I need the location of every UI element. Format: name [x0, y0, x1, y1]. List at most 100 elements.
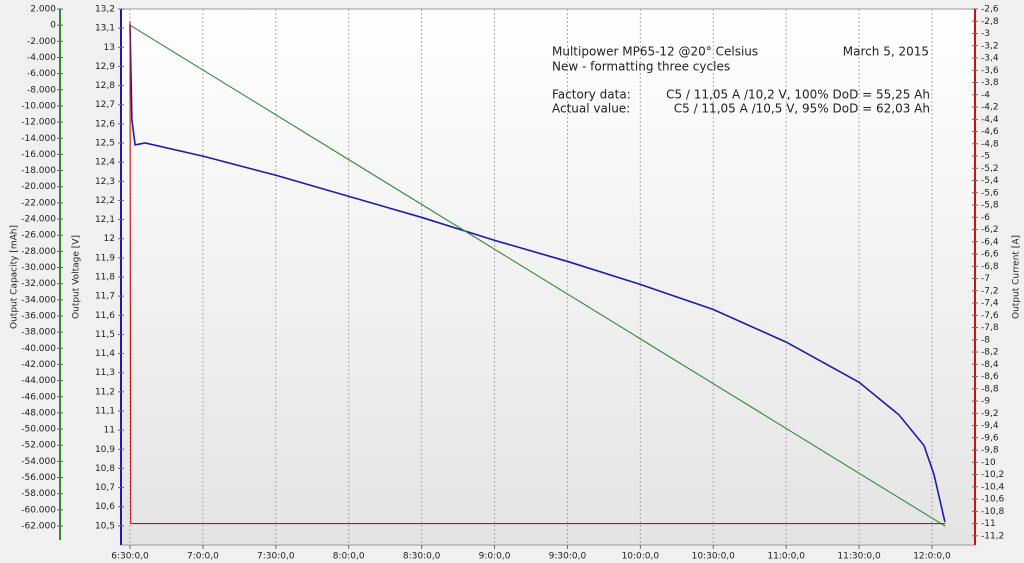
y2-tick-label: -10,8: [981, 507, 1005, 517]
y3-tick-label: -28.000: [21, 247, 56, 257]
y2-tick-label: -9,4: [981, 421, 999, 431]
y2-tick-label: -9,6: [981, 433, 999, 443]
y2-tick-label: -5,8: [981, 201, 999, 211]
annotation: C5 / 11,05 A /10,2 V, 100% DoD = 55,25 A…: [666, 88, 930, 102]
y-tick-label: 11,5: [95, 330, 115, 340]
y3-tick-label: -36.000: [21, 311, 56, 321]
y3-tick-label: -38.000: [21, 328, 56, 338]
y2-tick-label: -3,6: [981, 66, 999, 76]
y2-tick-label: -9,8: [981, 446, 999, 456]
y3-tick-label: -22.000: [21, 198, 56, 208]
y-tick-label: 12,8: [95, 81, 115, 91]
y2-tick-label: -5: [981, 152, 990, 162]
y-tick-label: 12,9: [95, 62, 115, 72]
series-line: [129, 21, 946, 525]
y3-tick-label: -2.000: [27, 37, 56, 47]
y2-tick-label: -3,4: [981, 54, 999, 64]
y2-tick-label: -6,8: [981, 262, 999, 272]
y2-tick-label: -4,4: [981, 115, 999, 125]
y2-tick-label: -2,6: [981, 5, 999, 15]
y3-tick-label: 2.000: [30, 5, 56, 15]
y2-tick-label: -6: [981, 213, 990, 223]
y-tick-label: 12,3: [95, 177, 115, 187]
y3-tick-label: 0: [50, 21, 56, 31]
y-tick-label: 12: [104, 234, 115, 244]
y-tick-label: 10,8: [95, 464, 115, 474]
y2-tick-label: -3,8: [981, 78, 999, 88]
y2-tick-label: -8,2: [981, 348, 999, 358]
y2-tick-label: -6,2: [981, 225, 999, 235]
plot-area: [120, 8, 976, 546]
y-tick-label: 11,3: [95, 368, 115, 378]
y-tick-label: 13: [104, 43, 115, 53]
x-tick-label: 6:30:0,0: [111, 552, 149, 562]
y3-tick-label: -60.000: [21, 505, 56, 515]
y2-tick-label: -6,4: [981, 237, 999, 247]
y3-tick-label: -42.000: [21, 360, 56, 370]
y2-tick-label: -4,8: [981, 139, 999, 149]
y-axis-title: Output Voltage [V]: [72, 235, 82, 319]
y2-tick-label: -10,2: [981, 470, 1004, 480]
y2-tick-label: -10: [981, 458, 996, 468]
y2-axis-title: Output Current [A]: [1012, 235, 1022, 319]
x-tick-label: 9:0:0,0: [479, 552, 511, 562]
y3-tick-label: -14.000: [21, 134, 56, 144]
y3-tick-label: -4.000: [27, 53, 56, 63]
x-tick-label: 11:30:0,0: [837, 552, 881, 562]
y2-tick-label: -10,6: [981, 495, 1005, 505]
y3-axis-title: Output Capacity [mAh]: [10, 225, 20, 329]
annotation: Multipower MP65-12 @20° Celsius: [552, 45, 758, 59]
y2-tick-label: -7,2: [981, 286, 999, 296]
y3-tick-label: -16.000: [21, 150, 56, 160]
x-tick-label: 11:0:0,0: [767, 552, 805, 562]
y3-tick-label: -56.000: [21, 473, 56, 483]
annotation: New - formatting three cycles: [552, 60, 730, 74]
y3-tick-label: -6.000: [27, 69, 56, 79]
y3-tick-label: -24.000: [21, 215, 56, 225]
x-tick-label: 7:0:0,0: [187, 552, 219, 562]
y-tick-label: 11: [104, 426, 115, 436]
y3-tick-label: -62.000: [21, 522, 56, 532]
y3-tick-label: -48.000: [21, 408, 56, 418]
y3-tick-label: -44.000: [21, 376, 56, 386]
y3-tick-label: -30.000: [21, 263, 56, 273]
y2-tick-label: -5,6: [981, 188, 999, 198]
y3-tick-label: -18.000: [21, 166, 56, 176]
y2-tick-label: -4,2: [981, 103, 999, 113]
y2-tick-label: -11,2: [981, 531, 1004, 541]
y2-tick-label: -8,8: [981, 384, 999, 394]
y2-tick-label: -2,8: [981, 17, 999, 27]
y3-tick-label: -40.000: [21, 344, 56, 354]
y-tick-label: 11,7: [95, 292, 115, 302]
y-tick-label: 10,7: [95, 483, 115, 493]
y2-tick-label: -8,6: [981, 372, 999, 382]
y2-tick-label: -10,4: [981, 482, 1005, 492]
y-tick-label: 12,1: [95, 215, 115, 225]
y2-tick-label: -5,2: [981, 164, 999, 174]
y2-tick-label: -7: [981, 274, 990, 284]
y3-tick-label: -10.000: [21, 101, 56, 111]
x-tick-label: 10:30:0,0: [692, 552, 736, 562]
y2-tick-label: -11: [981, 519, 996, 529]
y3-tick-label: -50.000: [21, 425, 56, 435]
y-tick-label: 12,5: [95, 139, 115, 149]
y2-tick-label: -8: [981, 335, 990, 345]
y2-tick-label: -7,8: [981, 323, 999, 333]
y3-tick-label: -46.000: [21, 392, 56, 402]
annotation: March 5, 2015: [843, 45, 929, 59]
y2-tick-label: -4: [981, 90, 990, 100]
y-tick-label: 12,6: [95, 119, 115, 129]
y3-tick-label: -12.000: [21, 118, 56, 128]
annotation: Factory data:: [552, 88, 631, 102]
x-tick-label: 9:30:0,0: [549, 552, 587, 562]
y-tick-label: 12,7: [95, 100, 115, 110]
y-tick-label: 13,2: [95, 5, 115, 15]
y-tick-label: 11,6: [95, 311, 115, 321]
y2-tick-label: -9,2: [981, 409, 999, 419]
annotation: C5 / 11,05 A /10,5 V, 95% DoD = 62,03 Ah: [674, 102, 930, 116]
y-tick-label: 12,2: [95, 196, 115, 206]
y2-tick-label: -3,2: [981, 41, 999, 51]
y-tick-label: 11,1: [95, 407, 115, 417]
y-tick-label: 10,5: [95, 521, 115, 531]
